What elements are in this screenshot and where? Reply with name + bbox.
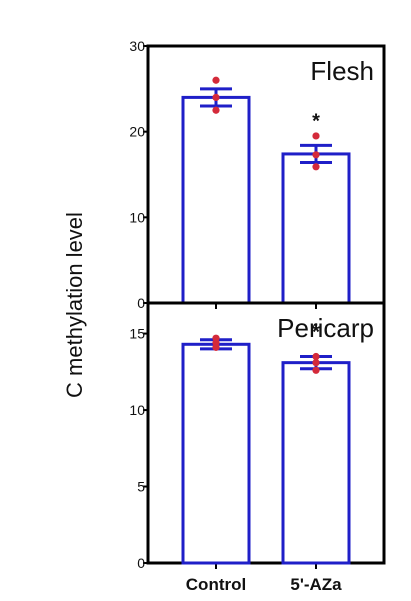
flesh-panel: 0 10 20 30 Flesh * xyxy=(129,38,386,311)
significance-marker: * xyxy=(312,322,320,344)
data-point xyxy=(212,343,220,351)
y-tick-label: 30 xyxy=(129,38,145,54)
data-point xyxy=(312,163,320,171)
data-point xyxy=(312,352,320,361)
panel-title: Pericarp xyxy=(277,313,374,343)
data-point xyxy=(312,359,320,367)
y-tick-label: 0 xyxy=(137,295,145,311)
x-category-label-control: Control xyxy=(186,575,246,594)
data-point xyxy=(212,106,220,114)
y-tick-label: 0 xyxy=(137,555,145,571)
bar-control xyxy=(181,95,251,305)
bar-5aza xyxy=(281,361,351,565)
data-point xyxy=(312,132,320,140)
y-tick-label: 20 xyxy=(129,124,145,140)
data-point xyxy=(312,366,320,374)
y-axis-label: C methylation level xyxy=(62,212,87,398)
significance-marker: * xyxy=(312,110,320,132)
bar-5aza xyxy=(281,152,351,305)
y-tick-label: 10 xyxy=(129,209,145,225)
data-point xyxy=(212,93,220,101)
bar-control xyxy=(181,342,251,565)
panel-frame xyxy=(146,301,386,565)
x-category-label-5aza: 5'-AZa xyxy=(290,575,342,594)
panel-title: Flesh xyxy=(310,56,374,86)
data-point xyxy=(312,151,320,159)
y-tick-label: 10 xyxy=(129,402,145,418)
data-point xyxy=(212,76,220,84)
pericarp-panel: 0 5 10 15 Pericarp* xyxy=(129,301,386,571)
y-tick-label: 5 xyxy=(137,479,145,495)
y-tick-label: 15 xyxy=(129,326,145,342)
